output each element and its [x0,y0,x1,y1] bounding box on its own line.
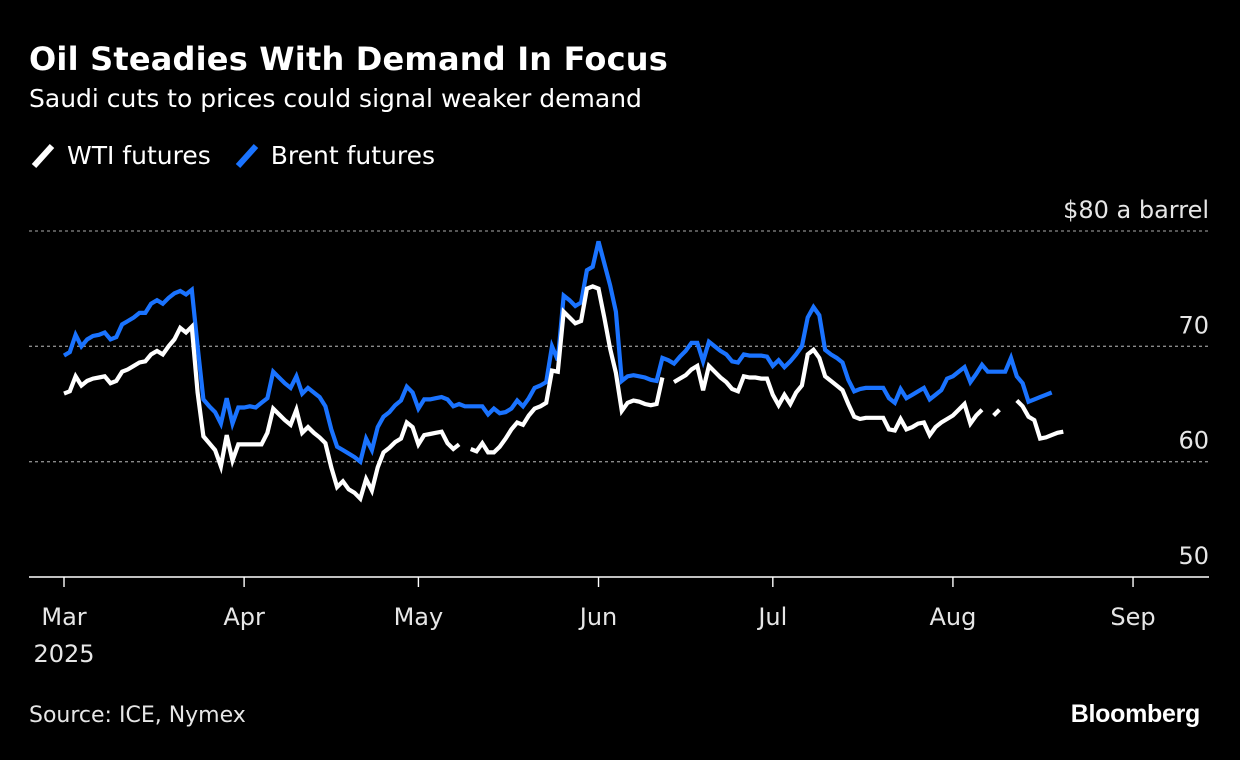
chart-subtitle: Saudi cuts to prices could signal weaker… [29,84,642,113]
source-note: Source: ICE, Nymex [29,703,246,728]
bloomberg-logo: Bloomberg [1070,700,1201,728]
y-tick-label-60: 60 [1178,427,1209,455]
y-tick-label-80: $80 a barrel [1063,196,1209,224]
x-tick-label-aug: Aug [929,603,976,631]
x-tick-label-sep: Sep [1110,603,1155,631]
legend-label-wti: WTI futures [67,141,211,170]
x-tick-sublabel-year: 2025 [33,640,94,668]
legend-item-wti: WTI futures [29,141,211,170]
legend-item-brent: Brent futures [233,141,435,170]
series-line-wti-segment-4 [992,408,1001,417]
x-tick-label-apr: Apr [223,603,265,631]
x-tick-label-jun: Jun [578,603,618,631]
legend-swatch-wti-icon [31,143,55,168]
x-tick-label-may: May [394,603,444,631]
series-line-wti-segment-5 [1015,399,1064,442]
y-tick-label-70: 70 [1178,311,1209,339]
y-tick-label-50: 50 [1178,542,1209,570]
series-line-wti-segment-2 [469,284,665,455]
legend-swatch-brent-icon [235,143,258,168]
legend: WTI futures Brent futures [29,141,457,170]
series-line-wti-segment-1 [63,322,461,503]
x-tick-label-mar: Mar [41,603,86,631]
x-tick-label-jul: Jul [756,603,787,631]
legend-label-brent: Brent futures [270,141,436,170]
series-line-wti-segment-3 [672,346,984,440]
chart-title: Oil Steadies With Demand In Focus [29,40,668,78]
